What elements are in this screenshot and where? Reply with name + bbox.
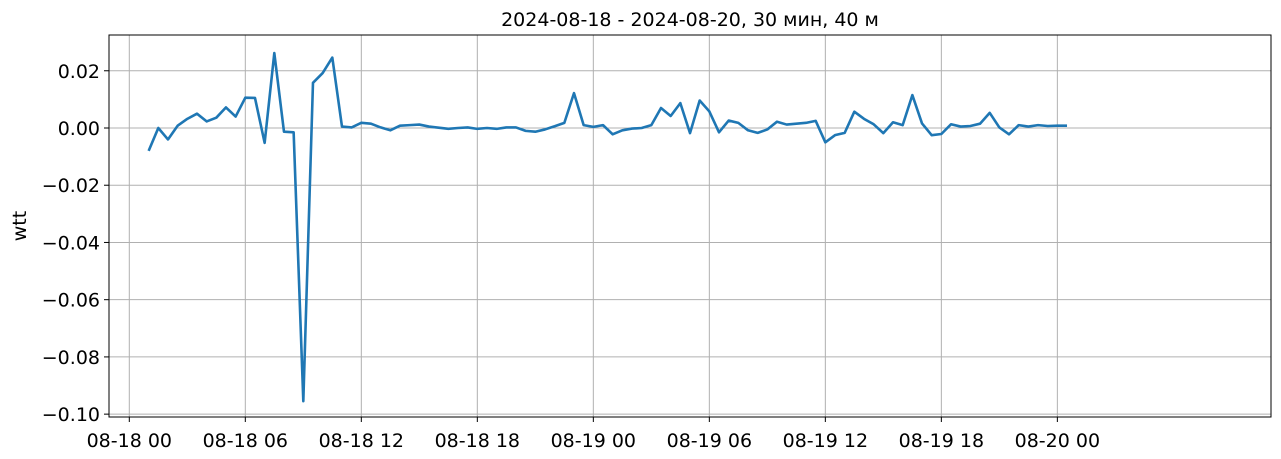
x-tick-label: 08-18 18 bbox=[435, 430, 520, 452]
plot-frame bbox=[108, 34, 1272, 418]
x-tick-label: 08-19 12 bbox=[783, 430, 868, 452]
y-tick-label: −0.02 bbox=[42, 175, 100, 197]
grid bbox=[109, 35, 1271, 417]
y-tick-label: −0.06 bbox=[42, 290, 100, 312]
y-axis: 0.02 0.00 −0.02 −0.04 −0.06 −0.08 −0.10 bbox=[42, 61, 109, 426]
y-tick-label: 0.00 bbox=[58, 118, 100, 140]
x-tick-label: 08-19 06 bbox=[667, 430, 752, 452]
x-axis: 08-18 00 08-18 06 08-18 12 08-18 18 08-19 00… bbox=[87, 417, 1100, 452]
chart-title: 2024-08-18 - 2024-08-20, 30 мин, 40 м bbox=[501, 9, 879, 31]
series-layer bbox=[147, 51, 1068, 403]
y-tick-label: 0.02 bbox=[58, 61, 100, 83]
x-tick-label: 08-19 00 bbox=[551, 430, 636, 452]
y-tick-label: −0.04 bbox=[42, 232, 100, 254]
x-tick-label: 08-18 06 bbox=[203, 430, 288, 452]
y-axis-label: wtt bbox=[9, 211, 31, 241]
series-line bbox=[147, 51, 1068, 403]
x-tick-label: 08-18 12 bbox=[319, 430, 404, 452]
y-tick-label: −0.08 bbox=[42, 347, 100, 369]
y-tick-label: −0.10 bbox=[42, 404, 100, 426]
x-tick-label: 08-19 18 bbox=[899, 430, 984, 452]
x-tick-label: 08-18 00 bbox=[87, 430, 172, 452]
x-tick-label: 08-20 00 bbox=[1015, 430, 1100, 452]
